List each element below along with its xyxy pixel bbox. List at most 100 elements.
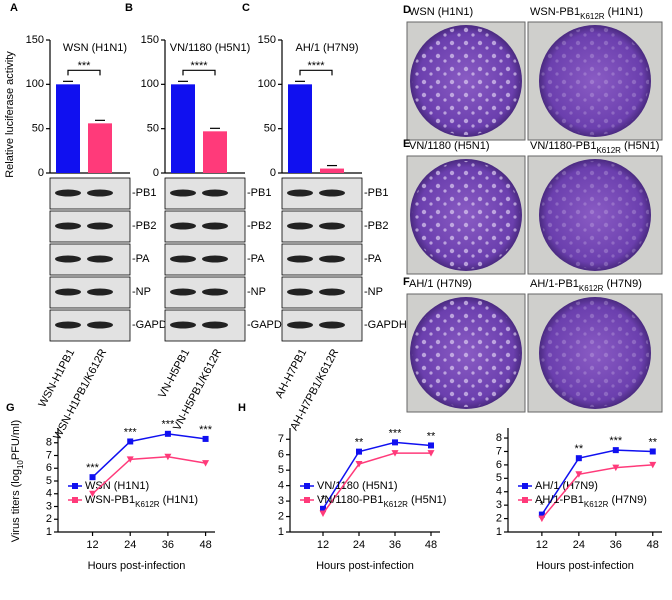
marker [649, 448, 656, 455]
blot-band [170, 189, 196, 197]
significance: **** [190, 60, 208, 72]
chart-title: WSN (H1N1) [63, 42, 127, 54]
x-tick-label: 12 [317, 539, 329, 551]
x-axis-label: Hours post-infection [536, 560, 634, 572]
panel-letter: H [238, 402, 246, 414]
blot-band [55, 222, 81, 230]
y-tick-label: 50 [264, 123, 276, 135]
x-tick-label: 48 [199, 539, 211, 551]
x-tick-label: 12 [536, 539, 548, 551]
blot-band [287, 222, 313, 230]
legend-label: VN/1180 (H5N1) [317, 480, 398, 492]
marker [164, 430, 171, 437]
blot-band [87, 288, 113, 296]
blot-band [287, 321, 313, 329]
x-tick-label: 36 [162, 539, 174, 551]
blot-label: -PB1 [247, 187, 271, 199]
y-tick-label: 4 [496, 486, 502, 498]
y-tick-label: 2 [46, 513, 52, 525]
x-tick-label: AH-H7PB1 [273, 347, 309, 400]
blot-label: -NP [364, 286, 383, 298]
x-tick-label: 24 [353, 539, 365, 551]
significance: ** [648, 436, 657, 448]
significance: *** [161, 419, 175, 431]
y-tick-label: 3 [496, 499, 502, 511]
blot-label: -PB2 [364, 220, 388, 232]
significance: ** [355, 437, 364, 449]
bar [288, 84, 312, 173]
x-tick-label: VN-H5PB1 [156, 347, 192, 400]
chart-title: AH/1 (H7N9) [296, 42, 359, 54]
y-tick-label: 8 [496, 432, 502, 444]
significance: *** [78, 60, 92, 72]
marker [575, 471, 583, 478]
legend-label: WSN (H1N1) [85, 480, 149, 492]
marker [126, 456, 134, 463]
bar [203, 131, 227, 173]
y-tick-label: 100 [258, 78, 276, 90]
y-tick-label: 7 [46, 449, 52, 461]
series-line [92, 456, 206, 495]
y-tick-label: 50 [32, 123, 44, 135]
x-tick-label: 12 [86, 539, 98, 551]
y-tick-label: 7 [278, 433, 284, 445]
marker [89, 490, 97, 498]
x-tick-label: 36 [389, 539, 401, 551]
blot-label: -GAPDH [364, 319, 407, 331]
x-tick-label: 48 [425, 539, 437, 551]
blot-band [55, 189, 81, 197]
plaques [412, 27, 520, 135]
panel-letter: F [403, 276, 410, 288]
significance: *** [609, 435, 623, 447]
blot-band [319, 222, 345, 230]
y-tick-label: 1 [278, 526, 284, 538]
blot-label: -PB2 [247, 220, 271, 232]
blot-band [55, 321, 81, 329]
legend-marker [72, 497, 78, 503]
x-axis-label: Hours post-infection [316, 560, 414, 572]
significance: *** [124, 426, 138, 438]
legend-marker [304, 497, 310, 503]
significance: ** [575, 443, 584, 455]
y-tick-label: 8 [46, 437, 52, 449]
y-tick-label: 5 [278, 464, 284, 476]
y-tick-label: 150 [141, 34, 159, 46]
significance: * [540, 499, 545, 511]
plaques [541, 299, 649, 407]
y-tick-label: 4 [46, 488, 52, 500]
legend-label: AH/1 (H7N9) [535, 480, 598, 492]
blot-band [319, 321, 345, 329]
y-tick-label: 6 [278, 449, 284, 461]
series-line [541, 464, 653, 520]
marker [355, 461, 363, 468]
plaques [412, 299, 520, 407]
well-label: AH/1-PB1K612R (H7N9) [530, 278, 642, 293]
bar [56, 84, 80, 173]
significance: *** [199, 424, 213, 436]
marker [649, 461, 657, 469]
blot-band [87, 189, 113, 197]
marker [202, 435, 209, 442]
plaques [541, 27, 649, 135]
blot-band [202, 189, 228, 197]
marker [356, 448, 362, 455]
marker [391, 450, 399, 457]
significance: ** [427, 430, 436, 442]
blot-label: -PA [364, 253, 382, 265]
y-tick-label: 6 [46, 462, 52, 474]
y-tick-label: 3 [278, 495, 284, 507]
x-tick-label: 24 [124, 539, 136, 551]
y-tick-label: 5 [46, 475, 52, 487]
legend-marker [522, 497, 528, 503]
blot-band [287, 189, 313, 197]
blot-label: -GAPDH [132, 319, 175, 331]
y-axis-label: Relative luciferase activity [4, 51, 16, 178]
blot-label: -NP [247, 286, 266, 298]
y-tick-label: 2 [496, 512, 502, 524]
plaques [541, 161, 649, 269]
blot-band [319, 255, 345, 263]
marker [392, 439, 398, 446]
marker [538, 515, 546, 523]
y-tick-label: 100 [26, 78, 44, 90]
